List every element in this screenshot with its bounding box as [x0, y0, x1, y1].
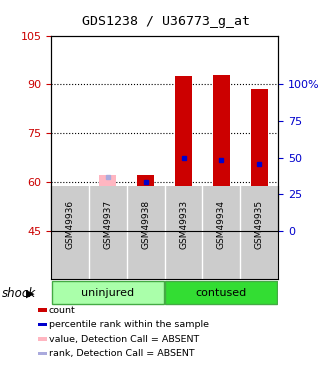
Text: GSM49937: GSM49937	[104, 200, 113, 249]
FancyBboxPatch shape	[166, 281, 277, 304]
Text: GSM49938: GSM49938	[141, 200, 150, 249]
Text: rank, Detection Call = ABSENT: rank, Detection Call = ABSENT	[49, 349, 194, 358]
Text: contused: contused	[196, 288, 247, 298]
Text: ▶: ▶	[25, 288, 34, 298]
Bar	[251, 89, 268, 231]
FancyBboxPatch shape	[52, 281, 164, 304]
Bar	[175, 76, 192, 231]
Bar	[100, 176, 117, 231]
Text: count: count	[49, 306, 75, 315]
Bar	[213, 75, 230, 231]
Text: GSM49933: GSM49933	[179, 200, 188, 249]
Bar	[137, 176, 154, 231]
Bar	[38, 352, 47, 356]
Text: shock: shock	[2, 287, 36, 300]
Bar	[62, 226, 79, 231]
Text: GSM49936: GSM49936	[66, 200, 75, 249]
Bar	[38, 323, 47, 327]
Text: uninjured: uninjured	[81, 288, 134, 298]
Text: GDS1238 / U36773_g_at: GDS1238 / U36773_g_at	[81, 15, 250, 28]
Text: GSM49934: GSM49934	[217, 200, 226, 249]
Text: percentile rank within the sample: percentile rank within the sample	[49, 320, 209, 329]
Bar	[38, 337, 47, 341]
Text: GSM49935: GSM49935	[255, 200, 264, 249]
Bar	[38, 308, 47, 312]
Text: value, Detection Call = ABSENT: value, Detection Call = ABSENT	[49, 334, 199, 344]
